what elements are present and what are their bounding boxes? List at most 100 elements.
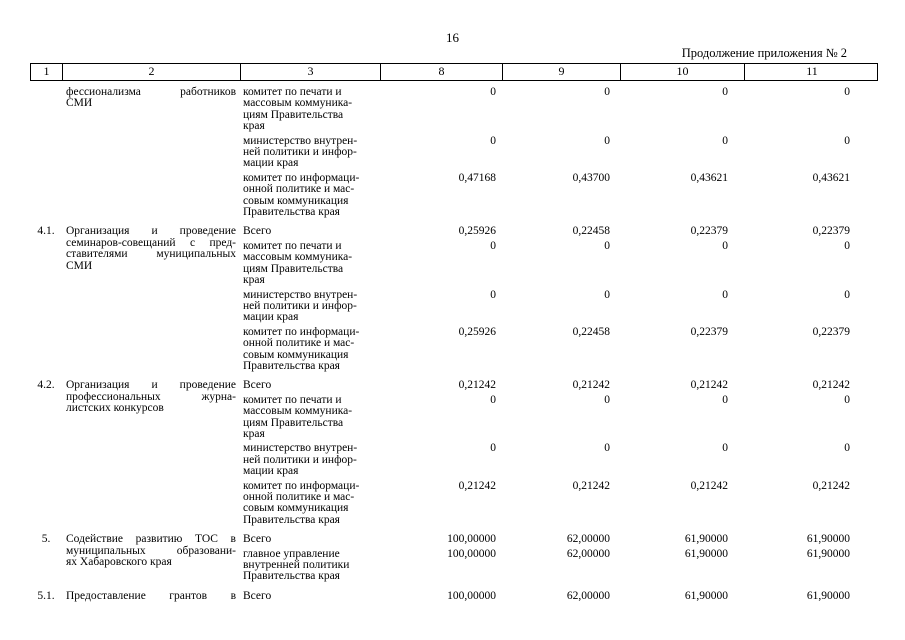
activity-line: СМИ [66,97,93,110]
header-cell-9: 9 [503,64,621,80]
table-group: фессионализма работников СМИ комитет по пе… [30,86,878,219]
activity-line: профессиональных журна- [66,390,236,403]
row-number: 5.1. [37,589,55,602]
header-cell-8: 8 [381,64,503,80]
value-cell: 0 [490,393,496,406]
value-cell: 0 [844,442,850,455]
value-cell: 0 [722,134,728,147]
value-cell: 0 [722,442,728,455]
value-cell: 0 [490,239,496,252]
executor-rows: Всего 0,21242 0,21242 0,21242 0,21242 комитет… [240,379,878,527]
activity-cell: Организация и проведение профессиональных… [62,379,240,415]
value-cell: 100,00000 [447,547,496,560]
table-sub-row: Всего 0,25926 0,22458 0,22379 0,22379 [240,225,878,238]
value-cell: 0,22379 [690,325,728,338]
executor-rows: Всего 100,00000 62,00000 61,90000 61,90000 [240,589,878,602]
value-cell: 0,21242 [812,379,850,392]
activity-cell: Предоставление грантов в [62,589,240,602]
executor-cell: комитет по информаци- онной политике и м… [243,171,360,219]
value-cell: 0 [604,288,610,301]
header-cell-11: 11 [806,64,818,78]
executor-cell: комитет по информаци- онной политике и м… [243,325,360,372]
value-cell: 61,90000 [684,589,728,602]
activity-line: фессионализма работников [66,86,236,98]
executor-cell: министерство внутрен- ней политики и инф… [243,134,358,170]
value-cell: 0,22379 [812,225,850,238]
value-cell: 61,90000 [684,547,728,560]
executor-rows: Всего 0,25926 0,22458 0,22379 0,22379 комитет… [240,226,878,372]
activity-line: Предоставление грантов в [66,589,236,602]
value-cell: 0 [722,86,728,98]
value-cell: 0 [722,239,728,252]
activity-line: муниципальных образовани- [66,544,236,557]
value-cell: 0 [490,134,496,147]
table-sub-row: комитет по информаци- онной политике и м… [240,479,878,527]
value-cell: 0 [844,86,850,98]
value-cell: 0,21242 [458,479,496,492]
value-cell: 0,22379 [812,325,850,338]
table-group: 5. Содействие развитию ТОС в муниципальных… [30,533,878,583]
executor-cell: комитет по печати и массовым коммуника- … [243,86,353,133]
value-cell: 0 [844,288,850,301]
value-cell: 0,43621 [690,171,728,184]
value-cell: 0 [722,288,728,301]
value-cell: 0 [604,239,610,252]
value-cell: 0 [604,86,610,98]
activity-cell: Содействие развитию ТОС в муниципальных о… [62,533,240,569]
row-number: 5. [41,533,51,546]
table-header-row: 1 2 3 8 9 10 11 [30,63,878,81]
value-cell: 0,43621 [812,171,850,184]
value-cell: 0,21242 [458,379,496,392]
executor-rows: Всего 100,00000 62,00000 61,90000 61,90000 гл… [240,533,878,583]
header-cell-1: 1 [31,64,63,80]
executor-cell: главное управление внутренней политики П… [243,547,350,583]
value-cell: 0 [844,134,850,147]
value-cell: 0,21242 [572,479,610,492]
table-sub-row: министерство внутрен- ней политики и инф… [240,134,878,170]
value-cell: 0,22379 [690,225,728,238]
table-sub-row: Всего 0,21242 0,21242 0,21242 0,21242 [240,379,878,392]
executor-cell: Всего [243,379,272,392]
header-cell-2: 2 [63,64,241,80]
value-cell: 0 [490,288,496,301]
value-cell: 0,21242 [690,479,728,492]
executor-cell: Всего [243,589,272,602]
activity-line: СМИ [66,259,93,272]
value-cell: 0,21242 [572,379,610,392]
value-cell: 0,47168 [458,171,496,184]
executor-cell: комитет по информаци- онной политике и м… [243,479,360,526]
value-cell: 0,21242 [690,379,728,392]
value-cell: 0 [844,239,850,252]
activity-cell: фессионализма работников СМИ [62,86,240,110]
executor-rows: комитет по печати и массовым коммуника- … [240,86,878,219]
value-cell: 0 [844,393,850,406]
activity-line: листских конкурсов [66,402,164,415]
value-cell: 0 [490,442,496,455]
executor-cell: комитет по печати и массовым коммуника- … [243,239,353,287]
table-sub-row: комитет по печати и массовым коммуника- … [240,86,878,133]
table-group: 5.1. Предоставление грантов в Всего 100,000… [30,589,878,602]
value-cell: 100,00000 [447,589,496,602]
table-sub-row: министерство внутрен- ней политики и инф… [240,442,878,477]
activity-line: Организация и проведение [66,225,236,238]
table-sub-row: комитет по информаци- онной политике и м… [240,171,878,219]
table-body: фессионализма работников СМИ комитет по пе… [30,86,878,602]
activity-cell: Организация и проведение семинаров-совеща… [62,226,240,272]
executor-cell: министерство внутрен- ней политики и инф… [243,288,358,324]
value-cell: 0,21242 [812,479,850,492]
page-number: 16 [446,30,459,45]
row-number: 4.1. [37,225,55,238]
value-cell: 0 [604,134,610,147]
value-cell: 0 [604,393,610,406]
value-cell: 61,90000 [806,589,850,602]
value-cell: 0,22458 [572,225,610,238]
table-sub-row: Всего 100,00000 62,00000 61,90000 61,90000 [240,533,878,546]
value-cell: 0,22458 [572,325,610,338]
value-cell: 62,00000 [566,533,610,546]
header-cell-10: 10 [621,64,745,80]
activity-line: ях Хабаровского края [66,556,172,569]
value-cell: 0,25926 [458,225,496,238]
table-sub-row: комитет по печати и массовым коммуника- … [240,393,878,441]
appendix-caption: Продолжение приложения № 2 [681,46,847,60]
